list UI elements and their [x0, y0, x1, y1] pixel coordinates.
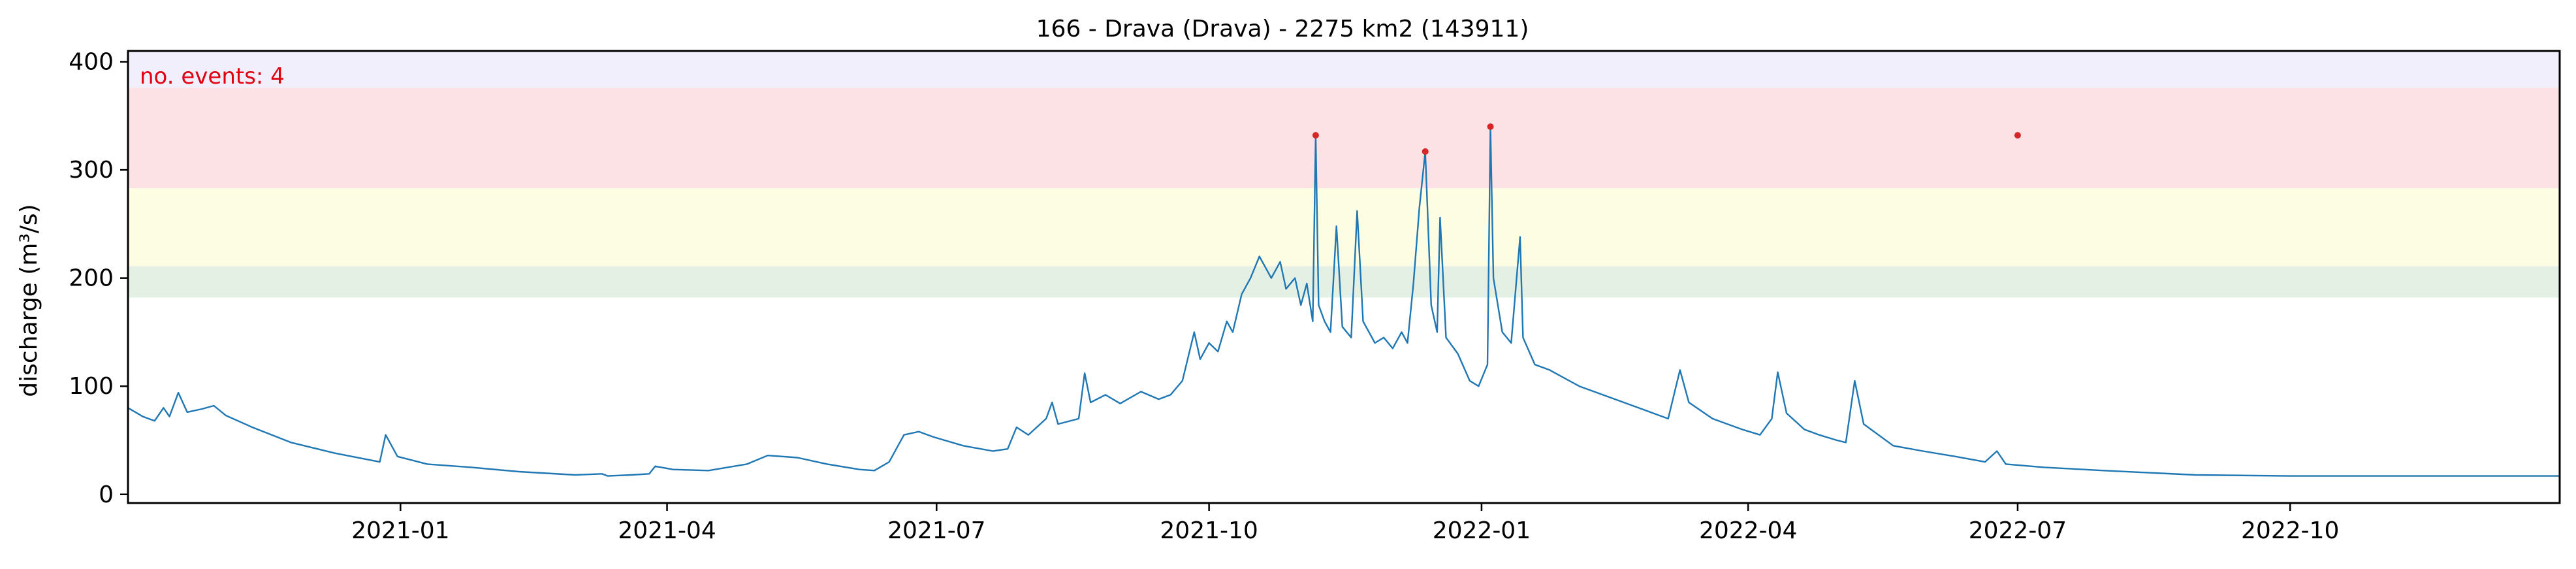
threshold-band-0: [128, 266, 2560, 298]
threshold-band-2: [128, 88, 2560, 189]
event-markers: [1312, 123, 2021, 155]
x-tick-label-2022-07: 2022-07: [1969, 517, 2067, 544]
threshold-band-1: [128, 188, 2560, 267]
discharge-series: [127, 125, 2560, 477]
x-tick-label-2021-10: 2021-10: [1160, 517, 1258, 544]
y-tick-label-100: 100: [69, 373, 114, 400]
y-tick-label-0: 0: [99, 481, 114, 508]
x-tick-label-2021-07: 2021-07: [887, 517, 985, 544]
y-tick-label-300: 300: [69, 157, 114, 184]
event-marker-2: [1487, 123, 1494, 130]
y-axis-ticks: 0 100 200 300 400: [69, 49, 128, 508]
event-marker-3: [2014, 132, 2021, 139]
event-marker-0: [1312, 132, 1319, 139]
y-axis-label: discharge (m³/s): [16, 204, 42, 397]
x-axis-ticks: 2021-01 2021-04 2021-07 2021-10 2022-01 2022-…: [351, 503, 2339, 544]
threshold-bands: [128, 51, 2560, 298]
discharge-line-0: [127, 125, 2560, 477]
x-tick-label-2021-04: 2021-04: [618, 517, 716, 544]
x-tick-label-2021-01: 2021-01: [351, 517, 449, 544]
y-tick-label-200: 200: [69, 265, 114, 292]
x-tick-label-2022-01: 2022-01: [1433, 517, 1531, 544]
plot-frame: [127, 50, 2561, 504]
threshold-band-3: [128, 51, 2560, 88]
chart-title: 166 - Drava (Drava) - 2275 km2 (143911): [1036, 16, 1529, 42]
event-marker-1: [1422, 148, 1429, 155]
x-tick-label-2022-10: 2022-10: [2241, 517, 2339, 544]
x-tick-label-2022-04: 2022-04: [1699, 517, 1797, 544]
events-count-annotation: no. events: 4: [140, 63, 285, 89]
y-tick-label-400: 400: [69, 49, 114, 76]
